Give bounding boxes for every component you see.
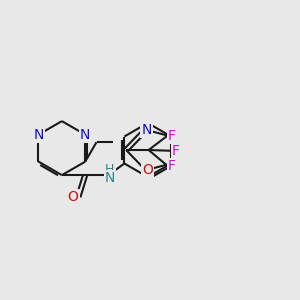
Text: F: F bbox=[168, 129, 176, 143]
Text: N: N bbox=[105, 171, 115, 185]
Text: N: N bbox=[141, 123, 152, 137]
Text: N: N bbox=[33, 128, 44, 142]
Text: F: F bbox=[172, 144, 180, 158]
Text: O: O bbox=[142, 163, 153, 177]
Text: F: F bbox=[168, 159, 176, 173]
Text: O: O bbox=[68, 190, 79, 204]
Text: H: H bbox=[105, 164, 115, 176]
Text: N: N bbox=[80, 128, 90, 142]
